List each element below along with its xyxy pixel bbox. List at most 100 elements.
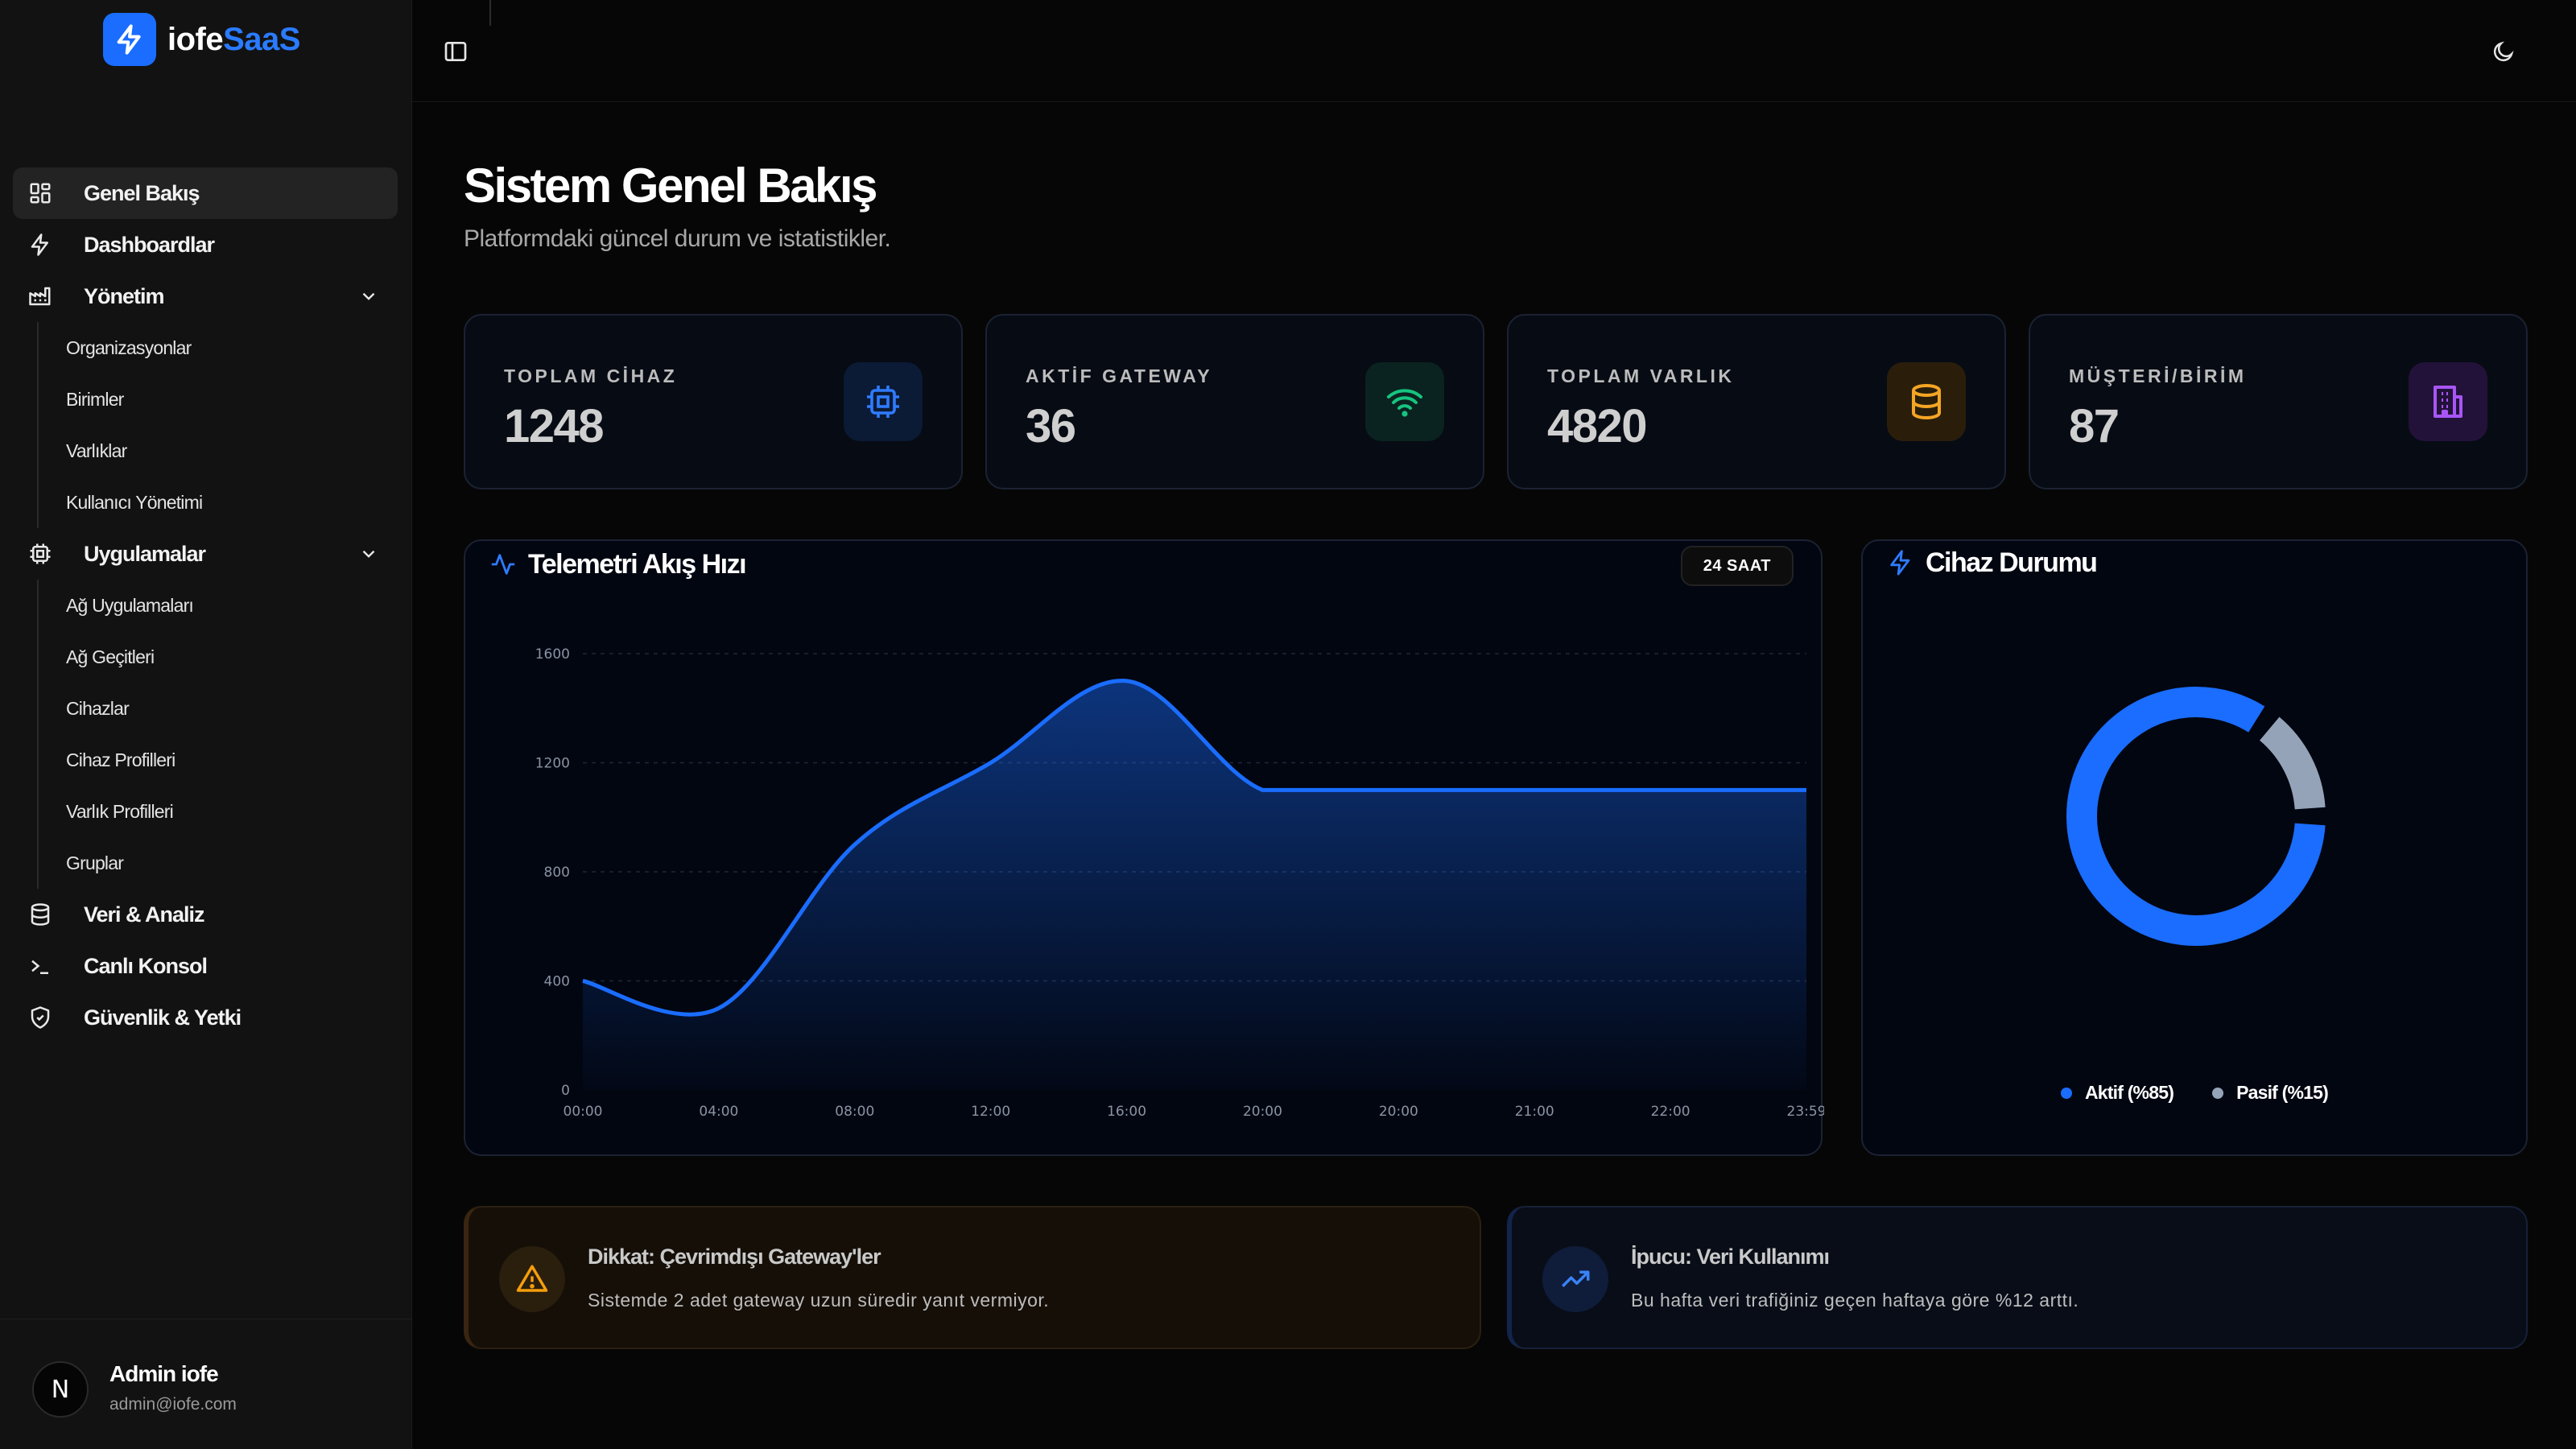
- avatar[interactable]: N: [32, 1361, 89, 1418]
- user-email: admin@iofe.com: [109, 1395, 237, 1414]
- x-tick-label: 16:00: [1107, 1104, 1146, 1120]
- cpu-icon: [26, 539, 55, 568]
- legend-dot: [2061, 1087, 2072, 1099]
- sidebar-subitem-cihaz-profilleri[interactable]: Cihaz Profilleri: [66, 749, 175, 770]
- warning-title: Dikkat: Çevrimdışı Gateway'ler: [588, 1245, 881, 1269]
- sidebar-item-label: Güvenlik & Yetki: [84, 1005, 242, 1030]
- user-profile[interactable]: N Admin iofe admin@iofe.com: [0, 1319, 412, 1449]
- layout-grid-icon: [26, 179, 55, 208]
- legend-item-pasif[interactable]: Pasif (%15): [2212, 1082, 2329, 1104]
- x-tick-label: 08:00: [835, 1104, 874, 1120]
- donut-slice: [2066, 687, 2326, 946]
- sidebar-item-genel-bakis[interactable]: Genel Bakış: [13, 167, 398, 219]
- sidebar-item-label: Uygulamalar: [84, 541, 206, 566]
- legend-label: Aktif (%85): [2085, 1082, 2174, 1103]
- moon-icon: [2493, 41, 2514, 62]
- tip-description: Bu hafta veri trafiğiniz geçen haftaya g…: [1631, 1290, 2079, 1311]
- time-range-badge[interactable]: 24 SAAT: [1680, 546, 1794, 586]
- brand-name: iofeSaaS: [167, 21, 300, 57]
- y-tick-label: 0: [561, 1083, 570, 1099]
- stat-card-musteri-birim[interactable]: MÜŞTERİ/BİRİM 87: [2029, 314, 2528, 489]
- x-tick-label: 22:00: [1651, 1104, 1690, 1120]
- stat-card-aktif-gateway[interactable]: AKTİF GATEWAY 36: [985, 314, 1484, 489]
- sidebar-item-label: Dashboardlar: [84, 232, 215, 257]
- stat-value: 87: [2069, 400, 2120, 452]
- brand[interactable]: iofeSaaS: [103, 13, 300, 66]
- stat-label: AKTİF GATEWAY: [1026, 365, 1213, 386]
- user-name: Admin iofe: [109, 1361, 219, 1386]
- page-subtitle: Platformdaki güncel durum ve istatistikl…: [464, 225, 891, 252]
- tip-title: İpucu: Veri Kullanımı: [1631, 1245, 1830, 1269]
- device-status-legend: Aktif (%85) Pasif (%15): [1863, 1082, 2526, 1104]
- x-tick-label: 04:00: [699, 1104, 738, 1120]
- stat-card-toplam-cihaz[interactable]: TOPLAM CİHAZ 1248: [464, 314, 963, 489]
- page-title: Sistem Genel Bakış: [464, 159, 877, 213]
- panel-left-icon: [444, 42, 467, 61]
- warning-description: Sistemde 2 adet gateway uzun süredir yan…: [588, 1290, 1050, 1311]
- bolt-icon: [26, 230, 55, 259]
- warning-triangle-icon: [499, 1246, 565, 1312]
- sidebar: iofeSaaS Genel Bakış Dashboardlar Yöneti…: [0, 0, 412, 1449]
- building-icon: [2409, 362, 2487, 441]
- series-area: [583, 680, 1806, 1090]
- stat-label: TOPLAM VARLIK: [1547, 365, 1735, 386]
- chevron-down-icon[interactable]: [354, 282, 383, 311]
- device-status-card: Cihaz Durumu Aktif (%85) Pasif (%15): [1861, 539, 2528, 1156]
- database-icon: [26, 900, 55, 929]
- sidebar-subitem-kullanici-yonetimi[interactable]: Kullanıcı Yönetimi: [66, 491, 203, 513]
- sidebar-nav: Genel Bakış Dashboardlar Yönetim Organiz…: [13, 167, 398, 1043]
- stat-card-toplam-varlik[interactable]: TOPLAM VARLIK 4820: [1507, 314, 2006, 489]
- warning-alert: Dikkat: Çevrimdışı Gateway'ler Sistemde …: [464, 1206, 1481, 1349]
- series-line: [582, 679, 1806, 1017]
- chevron-down-icon[interactable]: [354, 539, 383, 568]
- sidebar-subitem-ag-gecitleri[interactable]: Ağ Geçitleri: [66, 646, 155, 667]
- sidebar-item-label: Yönetim: [84, 283, 165, 308]
- sidebar-item-label: Canlı Konsol: [84, 953, 208, 978]
- x-tick-label: 20:00: [1243, 1104, 1282, 1120]
- stat-value: 1248: [504, 400, 605, 452]
- sidebar-subitem-birimler[interactable]: Birimler: [66, 388, 124, 410]
- sidebar-subitem-varliklar[interactable]: Varlıklar: [66, 440, 127, 461]
- x-tick-label: 23:59: [1787, 1104, 1825, 1120]
- activity-icon: [489, 551, 517, 582]
- sidebar-subitem-ag-uygulamalari[interactable]: Ağ Uygulamaları: [66, 594, 194, 616]
- database-icon: [1887, 362, 1966, 441]
- sidebar-item-guvenlik-yetki[interactable]: Güvenlik & Yetki: [13, 992, 398, 1043]
- sidebar-item-yonetim[interactable]: Yönetim: [13, 270, 398, 322]
- sidebar-item-uygulamalar[interactable]: Uygulamalar: [13, 528, 398, 580]
- shield-check-icon: [26, 1003, 55, 1032]
- factory-icon: [26, 282, 55, 311]
- sidebar-subitem-varlik-profilleri[interactable]: Varlık Profilleri: [66, 800, 174, 822]
- sidebar-subitem-organizasyonlar[interactable]: Organizasyonlar: [66, 336, 192, 358]
- sidebar-item-dashboardlar[interactable]: Dashboardlar: [13, 219, 398, 270]
- telemetry-chart-card: Telemetri Akış Hızı 24 SAAT 0 400 800 1200 1…: [464, 539, 1825, 1156]
- x-tick-label: 12:00: [971, 1104, 1010, 1120]
- stat-label: TOPLAM CİHAZ: [504, 365, 678, 386]
- sidebar-toggle-button[interactable]: [440, 35, 472, 68]
- wifi-icon: [1365, 362, 1444, 441]
- top-bar: [412, 0, 2576, 102]
- sidebar-item-label: Genel Bakış: [84, 180, 200, 205]
- x-tick-label: 21:00: [1515, 1104, 1554, 1120]
- trending-up-icon: [1542, 1246, 1608, 1312]
- tip-alert: İpucu: Veri Kullanımı Bu hafta veri traf…: [1507, 1206, 2528, 1349]
- y-tick-label: 800: [544, 865, 570, 881]
- sidebar-item-label: Veri & Analiz: [84, 902, 205, 927]
- sidebar-item-canli-konsol[interactable]: Canlı Konsol: [13, 940, 398, 992]
- sidebar-item-veri-analiz[interactable]: Veri & Analiz: [13, 889, 398, 940]
- stat-value: 4820: [1547, 400, 1648, 452]
- sidebar-subitem-cihazlar[interactable]: Cihazlar: [66, 697, 130, 719]
- y-tick-label: 1200: [535, 756, 570, 772]
- main-content: Sistem Genel Bakış Platformdaki güncel d…: [412, 103, 2576, 1449]
- sidebar-subitem-gruplar[interactable]: Gruplar: [66, 852, 124, 873]
- legend-dot: [2212, 1087, 2224, 1099]
- legend-label: Pasif (%15): [2236, 1082, 2329, 1103]
- telemetry-area-chart: 0 400 800 1200 1600 00:00 04:00 08:00 12:00 16:00…: [535, 646, 1825, 1120]
- yonetim-submenu: Organizasyonlar Birimler Varlıklar Kulla…: [37, 322, 398, 528]
- y-tick-label: 1600: [535, 646, 570, 663]
- x-tick-label: 20:00: [1379, 1104, 1418, 1120]
- device-status-donut-chart: [2066, 687, 2326, 946]
- x-tick-label: 00:00: [564, 1104, 603, 1120]
- legend-item-aktif[interactable]: Aktif (%85): [2061, 1082, 2174, 1104]
- theme-toggle-button[interactable]: [2487, 35, 2520, 68]
